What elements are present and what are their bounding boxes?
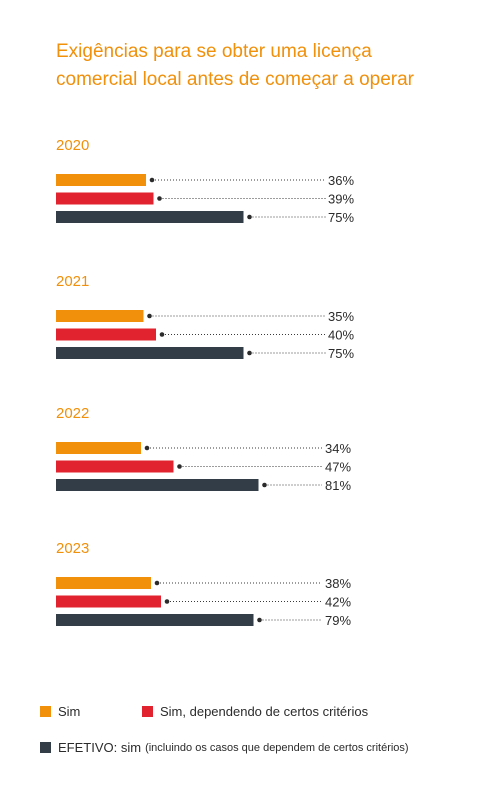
legend-item-sim: Sim [40, 704, 80, 719]
value-label-2021-0: 35% [328, 309, 354, 324]
bar-2020-0 [56, 174, 146, 186]
bar-chart: 2020 36% 39% 75% 2021 35% 40% 75% 2022 34% 47% 81% 2… [56, 137, 354, 628]
bar-2023-0 [56, 577, 151, 589]
bar-2023-1 [56, 595, 161, 608]
legend-note-efetivo: (incluindo os casos que dependem de cert… [145, 741, 409, 754]
leader-dot-2023-0 [154, 580, 160, 586]
bar-2022-0 [56, 442, 141, 454]
value-label-2022-0: 34% [325, 441, 351, 456]
bar-2022-1 [56, 460, 174, 473]
legend-item-sim-criterios: Sim, dependendo de certos critérios [142, 704, 368, 719]
leader-dot-2020-0 [149, 177, 155, 183]
leader-dot-2022-1 [177, 464, 182, 469]
group-label-2021: 2021 [56, 273, 89, 290]
value-label-2021-1: 40% [328, 328, 354, 343]
bar-2021-2 [56, 347, 244, 359]
value-label-2020-1: 39% [328, 192, 354, 207]
value-label-2023-0: 38% [325, 576, 351, 591]
legend-item-efetivo: EFETIVO: sim (incluindo os casos que dep… [40, 740, 409, 755]
chart-title-line-2: comercial local antes de começar a opera… [56, 69, 415, 90]
legend-label-sim-criterios: Sim, dependendo de certos critérios [160, 704, 369, 719]
leader-dot-2023-2 [257, 617, 262, 623]
value-label-2022-1: 47% [325, 460, 351, 475]
legend-swatch-sim [40, 706, 51, 717]
legend-label-efetivo: EFETIVO: sim [58, 740, 142, 755]
leader-dot-2020-1 [157, 196, 162, 201]
value-label-2023-2: 79% [325, 613, 351, 628]
leader-dot-2022-0 [144, 445, 150, 451]
bar-2021-1 [56, 328, 156, 341]
group-label-2020: 2020 [56, 137, 89, 154]
bar-2021-0 [56, 310, 144, 322]
bar-2020-2 [56, 211, 244, 223]
leader-dot-2023-1 [164, 599, 170, 604]
value-label-2022-2: 81% [325, 478, 351, 493]
value-label-2021-2: 75% [328, 346, 354, 361]
value-label-2020-2: 75% [328, 210, 354, 225]
legend-swatch-efetivo [40, 742, 51, 753]
leader-dot-2020-2 [247, 214, 252, 220]
leader-dot-2021-0 [147, 313, 152, 319]
legend-label-sim: Sim [58, 704, 81, 719]
group-label-2022: 2022 [56, 405, 89, 422]
chart-title-line-1: Exigências para se obter uma licença [56, 41, 372, 62]
value-label-2023-1: 42% [325, 595, 351, 610]
bar-2023-2 [56, 614, 254, 626]
bar-2022-2 [56, 479, 259, 491]
bar-2020-1 [56, 192, 154, 205]
leader-dot-2022-2 [262, 482, 267, 488]
leader-dot-2021-2 [247, 350, 252, 356]
legend-swatch-sim-criterios [142, 706, 153, 717]
group-label-2023: 2023 [56, 540, 89, 557]
leader-dot-2021-1 [159, 332, 165, 337]
value-label-2020-0: 36% [328, 173, 354, 188]
chart-title: Exigências para se obter uma licença com… [56, 38, 476, 94]
